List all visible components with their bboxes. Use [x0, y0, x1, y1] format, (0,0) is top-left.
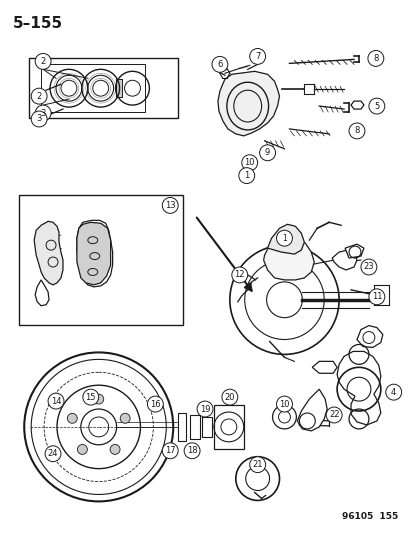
Circle shape [48, 393, 64, 409]
Bar [19, 196, 183, 325]
Polygon shape [35, 280, 49, 306]
Circle shape [77, 445, 87, 455]
Text: 3: 3 [40, 109, 46, 118]
Circle shape [110, 445, 120, 455]
Bar [214, 405, 243, 449]
Text: 10: 10 [278, 400, 289, 409]
Polygon shape [263, 235, 313, 280]
Text: 5–155: 5–155 [13, 15, 63, 31]
Bar [190, 415, 199, 439]
Text: 16: 16 [150, 400, 160, 409]
Text: 2: 2 [36, 92, 42, 101]
Bar [41, 64, 145, 112]
Text: 15: 15 [85, 393, 96, 402]
Circle shape [120, 414, 130, 423]
Text: 8: 8 [354, 126, 359, 135]
Text: 18: 18 [186, 446, 197, 455]
Text: 10: 10 [244, 158, 254, 167]
Text: 20: 20 [224, 393, 235, 402]
Text: 2: 2 [40, 57, 45, 66]
Text: 17: 17 [164, 446, 175, 455]
Polygon shape [331, 250, 356, 270]
Circle shape [276, 396, 292, 412]
Circle shape [241, 155, 257, 171]
Circle shape [147, 396, 163, 412]
Bar [178, 413, 186, 441]
Polygon shape [336, 351, 380, 425]
Text: 1: 1 [281, 233, 286, 243]
Text: 5: 5 [373, 102, 379, 110]
Text: 19: 19 [199, 405, 210, 414]
Polygon shape [350, 101, 363, 109]
Text: 11: 11 [371, 292, 381, 301]
Circle shape [221, 389, 237, 405]
Circle shape [35, 53, 51, 69]
Text: 8: 8 [372, 54, 377, 63]
Circle shape [385, 384, 401, 400]
Polygon shape [34, 221, 63, 285]
Text: 13: 13 [164, 201, 175, 210]
Polygon shape [267, 224, 304, 254]
Text: 23: 23 [363, 262, 373, 271]
Circle shape [31, 111, 47, 127]
Circle shape [83, 389, 98, 405]
Bar [202, 417, 211, 437]
Circle shape [162, 197, 178, 213]
Text: 6: 6 [217, 60, 222, 69]
Circle shape [184, 443, 199, 459]
Circle shape [93, 394, 103, 404]
Circle shape [360, 259, 376, 275]
Text: 7: 7 [254, 52, 260, 61]
Polygon shape [77, 220, 112, 287]
Polygon shape [344, 244, 363, 258]
Polygon shape [297, 389, 326, 431]
Circle shape [211, 56, 227, 72]
Circle shape [238, 168, 254, 183]
Text: 96105  155: 96105 155 [342, 512, 398, 521]
Text: 24: 24 [47, 449, 58, 458]
Text: 21: 21 [252, 460, 262, 469]
Circle shape [31, 88, 47, 104]
Circle shape [276, 230, 292, 246]
Circle shape [368, 289, 384, 305]
Circle shape [67, 414, 77, 423]
Circle shape [35, 105, 51, 121]
Polygon shape [77, 222, 110, 285]
Circle shape [249, 49, 265, 64]
Polygon shape [311, 361, 336, 373]
Circle shape [325, 407, 341, 423]
Text: 4: 4 [390, 387, 395, 397]
Circle shape [249, 457, 265, 473]
Polygon shape [356, 326, 382, 348]
Circle shape [368, 98, 384, 114]
Circle shape [197, 401, 212, 417]
Text: 14: 14 [51, 397, 61, 406]
Circle shape [231, 267, 247, 283]
Circle shape [45, 446, 61, 462]
Text: 9: 9 [264, 148, 270, 157]
Circle shape [162, 443, 178, 459]
Circle shape [367, 51, 383, 66]
Circle shape [259, 145, 275, 161]
Circle shape [348, 123, 364, 139]
Text: 12: 12 [234, 270, 244, 279]
Bar [29, 59, 178, 118]
Bar [115, 79, 121, 97]
Text: 3: 3 [36, 115, 42, 124]
Text: 1: 1 [244, 171, 249, 180]
Text: 22: 22 [328, 410, 339, 419]
Polygon shape [217, 71, 279, 136]
